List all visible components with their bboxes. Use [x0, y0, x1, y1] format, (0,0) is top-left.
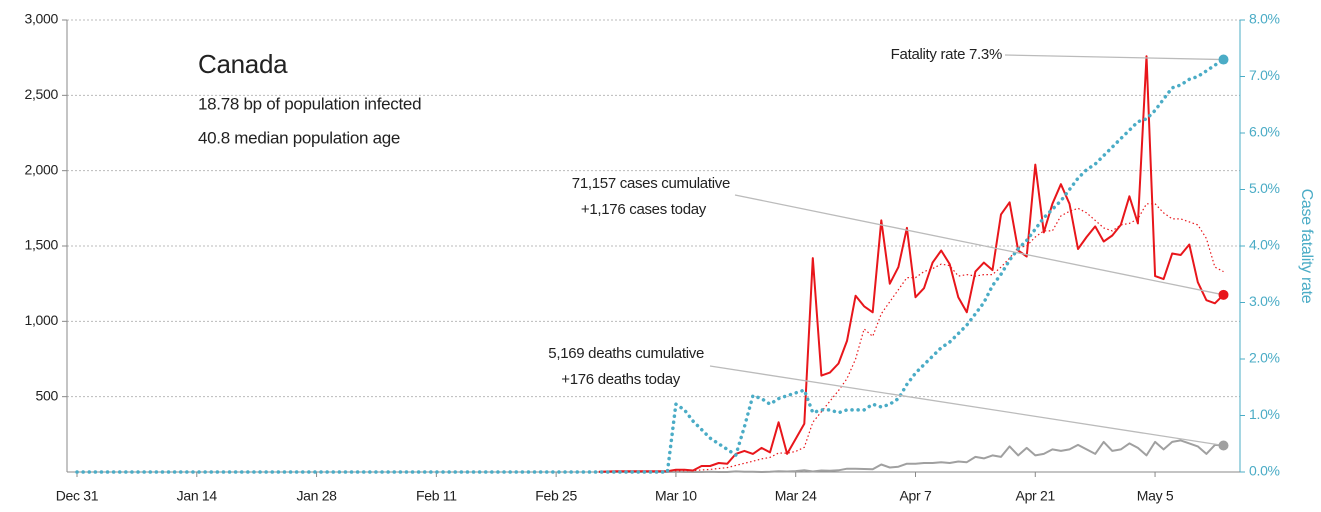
end-point [1218, 440, 1229, 451]
y2-tick-label: 2.0% [1249, 350, 1280, 366]
y-tick-label: 2,500 [24, 86, 58, 102]
x-tick-label: Mar 24 [775, 488, 817, 504]
y2-tick-label: 4.0% [1249, 237, 1280, 253]
y2-tick-label: 5.0% [1249, 180, 1280, 196]
annotation: Fatality rate 7.3% [891, 46, 1002, 63]
y-tick-label: 3,000 [24, 11, 58, 27]
x-tick-label: Mar 10 [655, 488, 697, 504]
x-tick-label: Feb 25 [535, 488, 577, 504]
x-tick-label: Jan 14 [177, 488, 218, 504]
series-line [598, 439, 1224, 473]
subtitle: 18.78 bp of population infected [198, 94, 421, 113]
y-tick-label: 1,000 [24, 312, 58, 328]
series-line [598, 55, 1225, 473]
annotation: 5,169 deaths cumulative [548, 345, 704, 362]
y-tick-label: 1,500 [24, 237, 58, 253]
leader-line [709, 365, 1224, 447]
leader-line [734, 194, 1224, 296]
annotation: 71,157 cases cumulative [572, 175, 730, 192]
x-tick-label: Jan 28 [296, 488, 337, 504]
y2-axis: 0.0% 1.0% 2.0% 3.0% 4.0% 5.0% 6.0% 7.0% 8.0% [1240, 11, 1280, 479]
chart-title: Canada [198, 49, 288, 79]
x-tick-label: May 5 [1137, 488, 1174, 504]
series-line [598, 203, 1224, 473]
y2-tick-label: 3.0% [1249, 293, 1280, 309]
y2-tick-label: 7.0% [1249, 67, 1280, 83]
annotation: +1,176 cases today [581, 201, 707, 218]
y-tick-label: 2,000 [24, 161, 58, 177]
y2-tick-label: 0.0% [1249, 463, 1280, 479]
series-line [75, 57, 1226, 474]
y2-tick-label: 8.0% [1249, 11, 1280, 27]
leader-line [1004, 54, 1224, 61]
end-point [1218, 289, 1229, 300]
subtitle: 40.8 median population age [198, 128, 400, 147]
y-tick-label: 500 [36, 387, 59, 403]
y2-axis-label: Case fatality rate [1298, 189, 1315, 304]
y2-tick-label: 1.0% [1249, 406, 1280, 422]
x-tick-label: Dec 31 [56, 488, 99, 504]
x-tick-label: Apr 21 [1016, 488, 1056, 504]
x-tick-label: Apr 7 [900, 488, 932, 504]
end-point [1218, 54, 1229, 65]
y2-tick-label: 6.0% [1249, 124, 1280, 140]
x-tick-label: Feb 11 [416, 488, 457, 504]
annotation: +176 deaths today [561, 371, 681, 388]
